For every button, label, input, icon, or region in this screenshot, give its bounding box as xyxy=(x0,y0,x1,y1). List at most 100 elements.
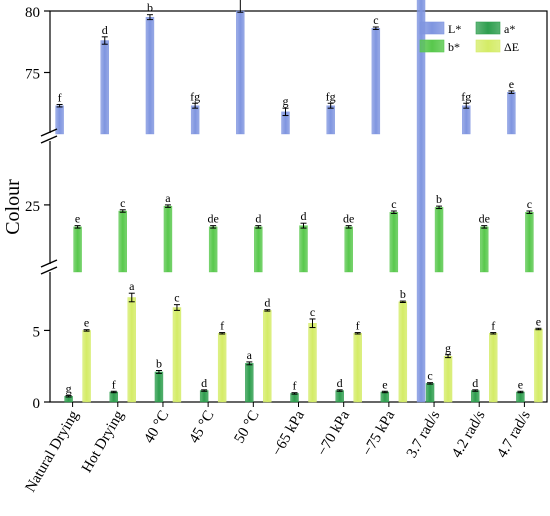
significance-label: f xyxy=(58,90,62,104)
significance-label: f xyxy=(220,319,224,333)
significance-label: f xyxy=(491,319,495,333)
legend-swatch xyxy=(475,39,501,53)
legend-label: L* xyxy=(448,22,461,36)
significance-label: c xyxy=(527,197,532,211)
significance-label: f xyxy=(112,377,116,391)
bar xyxy=(353,333,362,403)
bar xyxy=(145,16,155,135)
legend: L* a* b* ΔE xyxy=(419,21,519,54)
x-tick-label: 40 °C xyxy=(141,408,172,446)
bar xyxy=(208,226,218,273)
legend-label: ΔE xyxy=(504,40,519,54)
legend-swatch xyxy=(419,21,445,35)
y-tick-label: 75 xyxy=(25,67,40,83)
axis-break-mark xyxy=(40,266,58,275)
y-tick-label: 25 xyxy=(25,199,40,215)
x-tick-label: −65 kPa xyxy=(269,408,308,459)
significance-label: g xyxy=(283,94,289,108)
bar xyxy=(480,226,489,273)
significance-label: c xyxy=(174,291,179,305)
significance-label: fg xyxy=(461,89,471,103)
x-tick-label: 50 °C xyxy=(232,408,263,446)
significance-label: e xyxy=(536,314,541,328)
significance-label: fg xyxy=(190,89,200,103)
significance-label: e xyxy=(84,316,89,330)
significance-label: b xyxy=(400,287,406,301)
bar xyxy=(172,307,182,403)
bar xyxy=(462,105,471,135)
legend-label: a* xyxy=(504,22,515,36)
significance-label: de xyxy=(207,212,218,226)
bar xyxy=(290,393,299,403)
bar xyxy=(326,105,335,135)
x-tick-label: −75 kPa xyxy=(360,408,399,459)
axis-break-gap xyxy=(40,133,54,141)
y-tick-label: 0 xyxy=(33,396,41,412)
x-tick-label: Natural Drying xyxy=(23,408,83,495)
significance-label: e xyxy=(382,377,387,391)
significance-label: g xyxy=(66,382,72,396)
significance-label: e xyxy=(518,377,523,391)
bar xyxy=(434,207,444,273)
significance-label: d xyxy=(472,376,478,390)
bar xyxy=(335,390,344,403)
bar xyxy=(199,390,209,403)
bar xyxy=(245,363,254,403)
significance-label: a xyxy=(129,279,135,293)
bar xyxy=(154,371,164,403)
significance-labels-layer: fgeedfcabbacfgddefaaddgfdcfgddefcecbhcbg… xyxy=(58,1,541,396)
significance-label: de xyxy=(479,212,490,226)
bar xyxy=(236,10,245,135)
x-tick-label: 45 °C xyxy=(186,408,217,446)
bar xyxy=(398,301,408,403)
axis-break-mark xyxy=(40,259,58,268)
significance-label: d xyxy=(301,209,307,223)
bar xyxy=(471,390,480,403)
legend-label: b* xyxy=(448,40,460,54)
legend-swatch xyxy=(419,39,445,53)
axis-break-gap xyxy=(40,264,54,272)
y-tick-label: 5 xyxy=(33,324,41,340)
y-axis-label: Colour xyxy=(2,179,24,235)
bar xyxy=(534,328,543,403)
bar xyxy=(425,383,435,403)
significance-label: b xyxy=(436,192,442,206)
x-tick-label: 4.7 rad/s xyxy=(494,408,534,461)
legend-swatch xyxy=(475,21,501,35)
axis-break-mark xyxy=(40,128,58,137)
x-tick-label: 3.7 rad/s xyxy=(404,408,444,461)
significance-label: g xyxy=(445,341,451,355)
axis-break-mark xyxy=(40,135,58,144)
significance-label: d xyxy=(102,23,108,37)
bar xyxy=(118,210,127,273)
significance-label: a xyxy=(165,191,171,205)
bar xyxy=(217,333,227,403)
significance-label: b xyxy=(156,357,162,371)
bar xyxy=(489,333,498,403)
bar xyxy=(525,212,534,273)
x-tick-label: −70 kPa xyxy=(314,408,353,459)
bar xyxy=(254,226,263,273)
bar xyxy=(389,212,399,273)
significance-label: f xyxy=(293,379,297,393)
x-tick-label: Hot Drying xyxy=(79,408,127,476)
significance-label: e xyxy=(509,77,514,91)
bar xyxy=(416,0,426,403)
significance-label: d xyxy=(337,376,343,390)
y-axis: 0 5 25 75 80 xyxy=(25,5,58,412)
y-tick-label: 80 xyxy=(25,5,40,21)
bar xyxy=(190,105,200,135)
bar xyxy=(163,205,173,273)
significance-label: a xyxy=(247,348,253,362)
significance-label: d xyxy=(201,376,207,390)
significance-label: de xyxy=(343,212,354,226)
significance-label: c xyxy=(373,13,378,27)
bar xyxy=(371,28,381,135)
significance-label: d xyxy=(255,212,261,226)
bar xyxy=(299,225,308,273)
x-tick-label: 4.2 rad/s xyxy=(449,408,489,461)
bar xyxy=(109,391,118,403)
bar xyxy=(308,323,317,403)
bar xyxy=(380,391,390,403)
